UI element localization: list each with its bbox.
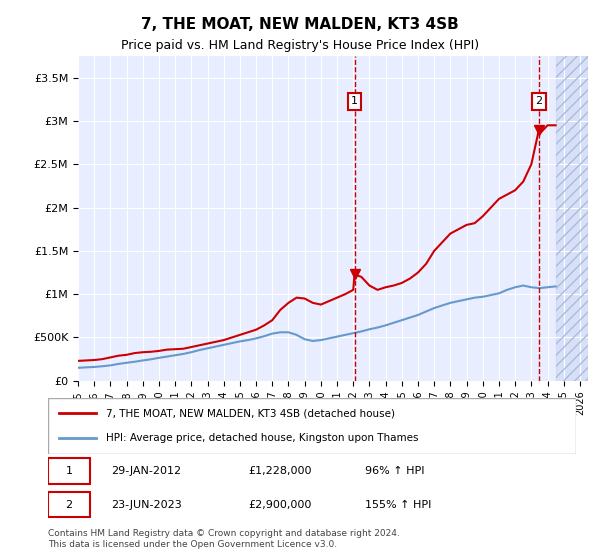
- Text: 1: 1: [65, 466, 73, 476]
- Text: Contains HM Land Registry data © Crown copyright and database right 2024.
This d: Contains HM Land Registry data © Crown c…: [48, 529, 400, 549]
- Text: 23-JUN-2023: 23-JUN-2023: [112, 500, 182, 510]
- Text: 2: 2: [65, 500, 73, 510]
- Text: 1: 1: [351, 96, 358, 106]
- Text: 7, THE MOAT, NEW MALDEN, KT3 4SB (detached house): 7, THE MOAT, NEW MALDEN, KT3 4SB (detach…: [106, 408, 395, 418]
- Text: 29-JAN-2012: 29-JAN-2012: [112, 466, 181, 476]
- Bar: [556, 56, 588, 381]
- Text: £1,228,000: £1,228,000: [248, 466, 312, 476]
- Text: 2: 2: [535, 96, 542, 106]
- Bar: [556, 56, 588, 381]
- Text: £2,900,000: £2,900,000: [248, 500, 312, 510]
- FancyBboxPatch shape: [48, 458, 90, 484]
- Text: HPI: Average price, detached house, Kingston upon Thames: HPI: Average price, detached house, King…: [106, 433, 419, 443]
- Text: 155% ↑ HPI: 155% ↑ HPI: [365, 500, 431, 510]
- Text: Price paid vs. HM Land Registry's House Price Index (HPI): Price paid vs. HM Land Registry's House …: [121, 39, 479, 52]
- Text: 7, THE MOAT, NEW MALDEN, KT3 4SB: 7, THE MOAT, NEW MALDEN, KT3 4SB: [141, 17, 459, 32]
- FancyBboxPatch shape: [48, 398, 576, 454]
- FancyBboxPatch shape: [48, 492, 90, 517]
- Text: 96% ↑ HPI: 96% ↑ HPI: [365, 466, 424, 476]
